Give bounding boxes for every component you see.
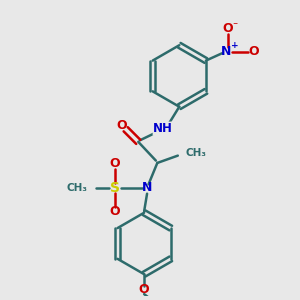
Text: O: O — [110, 205, 120, 218]
Text: CH₃: CH₃ — [66, 183, 87, 193]
Text: N: N — [142, 181, 152, 194]
Text: NH: NH — [153, 122, 173, 135]
Text: N: N — [221, 45, 232, 58]
Text: O: O — [223, 22, 233, 35]
Text: O: O — [248, 45, 259, 58]
Text: O: O — [117, 119, 128, 132]
Text: O: O — [139, 283, 149, 296]
Text: CH₃: CH₃ — [186, 148, 207, 158]
Text: S: S — [110, 181, 120, 195]
Text: ⁻: ⁻ — [232, 21, 237, 31]
Text: +: + — [231, 41, 239, 50]
Text: O: O — [110, 157, 120, 170]
